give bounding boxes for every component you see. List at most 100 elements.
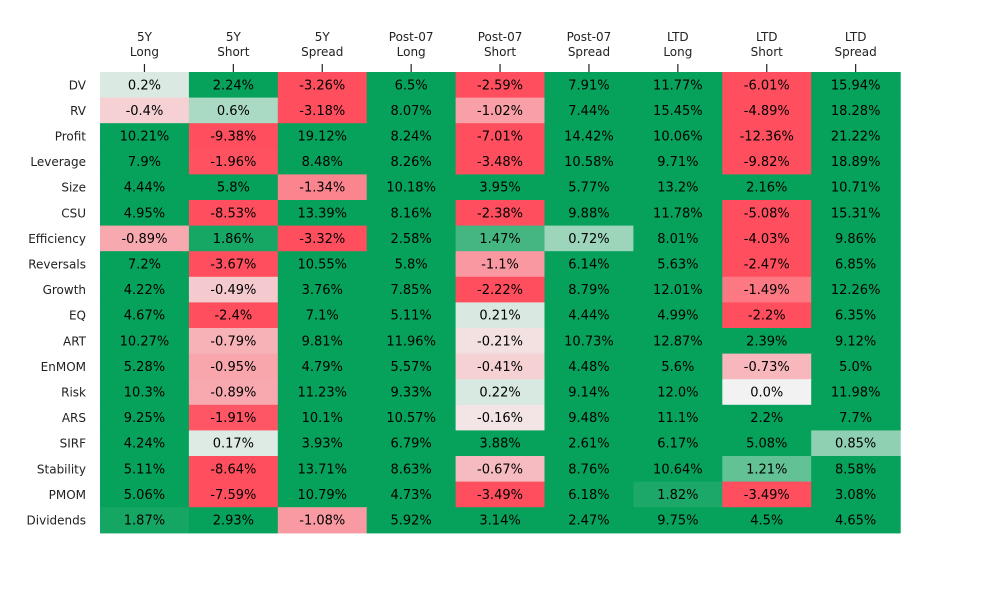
heatmap-cell: [455, 481, 546, 508]
cell-value-label: -3.49%: [744, 488, 790, 503]
cell-value-label: -3.18%: [299, 104, 345, 119]
column-label: 5Y: [226, 30, 242, 44]
heatmap-cell: [633, 353, 723, 380]
cell-value-label: 5.11%: [390, 309, 431, 324]
cell-value-label: 8.48%: [302, 155, 343, 170]
heatmap-cell: [544, 225, 634, 252]
cell-value-label: 11.98%: [831, 386, 881, 401]
heatmap-cell: [455, 174, 546, 201]
heatmap-cell: [366, 404, 457, 431]
heatmap-cell: [366, 148, 457, 175]
heatmap-cell: [277, 200, 368, 227]
cell-value-label: 10.73%: [564, 334, 614, 349]
heatmap-cell: [188, 276, 279, 303]
cell-value-label: -1.96%: [210, 155, 256, 170]
heatmap-cell: [366, 200, 457, 227]
heatmap-cell: [633, 97, 723, 124]
heatmap-cell: [633, 507, 723, 534]
cell-value-label: -4.89%: [744, 104, 790, 119]
heatmap-cell: [544, 404, 634, 431]
heatmap-cell: [188, 225, 279, 252]
heatmap-cell: [455, 225, 546, 252]
heatmap-cell: [722, 507, 812, 534]
cell-value-label: 2.39%: [746, 334, 787, 349]
row-label: Reversals: [28, 258, 86, 272]
cell-value-label: 1.82%: [657, 488, 698, 503]
heatmap-cell: [544, 456, 634, 483]
row-label: Growth: [43, 283, 86, 297]
cell-value-label: 7.44%: [568, 104, 609, 119]
heatmap-cell: [100, 200, 190, 227]
heatmap-cell: [188, 379, 279, 406]
cell-value-label: 4.67%: [124, 309, 165, 324]
heatmap-cell: [455, 302, 546, 329]
cell-value-label: 15.31%: [831, 206, 881, 221]
cell-value-label: -0.79%: [210, 334, 256, 349]
cell-value-label: -1.34%: [299, 181, 345, 196]
heatmap-cell: [455, 276, 546, 303]
heatmap-cell: [633, 328, 723, 355]
cell-value-label: 8.76%: [568, 462, 609, 477]
cell-value-label: 11.1%: [657, 411, 698, 426]
heatmap-cell: [277, 328, 368, 355]
cell-value-label: 3.14%: [479, 514, 520, 529]
heatmap-cell: [722, 148, 812, 175]
cell-value-label: -8.53%: [210, 206, 256, 221]
heatmap-cell: [188, 328, 279, 355]
heatmap-cell: [100, 328, 190, 355]
heatmap-cell: [722, 225, 812, 252]
cell-value-label: 13.71%: [297, 462, 347, 477]
heatmap-cell: [722, 97, 812, 124]
heatmap-cell: [722, 200, 812, 227]
heatmap-cell: [188, 200, 279, 227]
heatmap-cell: [100, 123, 190, 150]
cell-value-label: 3.08%: [835, 488, 876, 503]
heatmap-cell: [811, 251, 901, 278]
cell-value-label: -3.67%: [210, 258, 256, 273]
heatmap-cell: [544, 302, 634, 329]
column-label: Spread: [568, 45, 610, 59]
cell-value-label: 2.93%: [213, 514, 254, 529]
row-label: PMOM: [49, 488, 86, 502]
heatmap-cell: [633, 148, 723, 175]
column-label: Spread: [301, 45, 343, 59]
cell-value-label: -3.26%: [299, 78, 345, 93]
column-label: Long: [130, 45, 159, 59]
cell-value-label: 10.18%: [386, 181, 436, 196]
cell-value-label: -2.22%: [477, 283, 523, 298]
heatmap-cell: [100, 97, 190, 124]
cell-value-label: 7.7%: [839, 411, 872, 426]
heatmap-cell: [366, 430, 457, 457]
cell-value-label: 6.35%: [835, 309, 876, 324]
heatmap-cell: [455, 251, 546, 278]
row-label: Size: [61, 181, 86, 195]
cell-value-label: -4.03%: [744, 232, 790, 247]
cell-value-label: 2.61%: [568, 437, 609, 452]
cell-value-label: 9.14%: [568, 386, 609, 401]
cell-value-label: 5.28%: [124, 360, 165, 375]
cell-value-label: -7.59%: [210, 488, 256, 503]
heatmap-cell: [100, 430, 190, 457]
row-label: Risk: [61, 386, 86, 400]
cell-value-label: 10.58%: [564, 155, 614, 170]
cell-value-label: 4.44%: [124, 181, 165, 196]
cell-value-label: 0.0%: [750, 386, 783, 401]
heatmap-cell: [455, 404, 546, 431]
row-label: ART: [63, 334, 87, 348]
cell-value-label: -2.47%: [744, 258, 790, 273]
cell-value-label: 7.91%: [568, 78, 609, 93]
heatmap-cell: [633, 72, 723, 99]
heatmap-cell: [188, 251, 279, 278]
heatmap-cell: [811, 379, 901, 406]
heatmap-cell: [811, 276, 901, 303]
heatmap-cell: [188, 72, 279, 99]
cell-value-label: 0.72%: [568, 232, 609, 247]
cell-value-label: 4.5%: [750, 514, 783, 529]
heatmap-cell: [811, 225, 901, 252]
cell-value-label: 10.79%: [297, 488, 347, 503]
cell-value-label: 4.73%: [390, 488, 431, 503]
heatmap-cell: [455, 200, 546, 227]
heatmap-cell: [100, 225, 190, 252]
heatmap-cell: [544, 123, 634, 150]
heatmap-cell: [811, 507, 901, 534]
